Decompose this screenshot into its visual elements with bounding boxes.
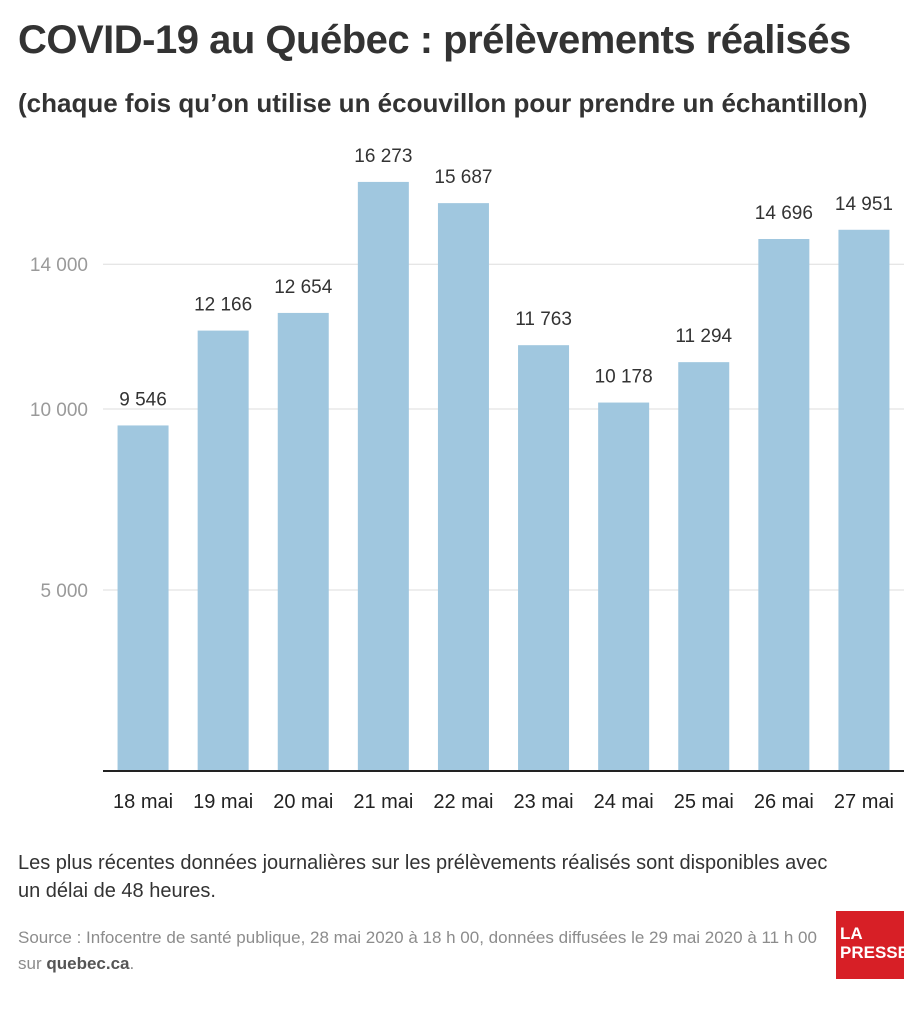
bar-value-label: 11 294 [675,326,732,347]
source-note: Source : Infocentre de santé publique, 2… [18,925,818,977]
value-labels: 9 546 12 166 12 654 16 273 15 687 11 763 10 17… [119,146,893,411]
bar-value-label: 9 546 [119,389,167,410]
source-end: . [129,954,135,973]
bar [838,229,890,771]
bars [117,181,890,771]
y-tick-label: 14 000 [30,255,88,276]
bar-value-label: 10 178 [595,367,653,388]
bar [598,402,650,771]
logo-line1: LA [840,924,863,943]
bar-value-label: 12 654 [274,277,333,298]
bar [357,181,409,771]
bar [678,362,730,771]
bar-value-label: 12 166 [194,295,252,316]
bar [197,330,249,771]
source-text: Source : Infocentre de santé publique, 2… [18,928,817,973]
y-tick-label: 10 000 [30,400,88,421]
bar-value-label: 14 696 [755,203,813,224]
bar-value-label: 15 687 [434,167,492,188]
x-tick-label: 22 mai [433,791,493,813]
y-axis-ticks: 5 000 10 000 14 000 [30,255,88,602]
x-tick-label: 21 mai [353,791,413,813]
bar-value-label: 11 763 [515,309,572,330]
la-presse-logo: LA PRESSE [836,911,909,979]
bar [437,203,489,771]
x-tick-label: 24 mai [594,791,654,813]
chart-subtitle: (chaque fois qu’on utilise un écouvillon… [18,88,868,118]
x-tick-label: 19 mai [193,791,253,813]
bar [518,345,570,771]
x-tick-label: 27 mai [834,791,894,813]
chart-title: COVID-19 au Québec : prélèvements réalis… [18,18,851,62]
bar [117,425,169,771]
x-tick-label: 26 mai [754,791,814,813]
bar-chart: 5 000 10 000 14 000 9 546 12 166 12 654 16 27… [30,146,904,813]
x-tick-label: 20 mai [273,791,333,813]
logo-line2: PRESSE [840,943,909,962]
x-tick-label: 25 mai [674,791,734,813]
x-tick-label: 18 mai [113,791,173,813]
bar-value-label: 16 273 [354,146,412,167]
x-tick-label: 23 mai [514,791,574,813]
x-axis-ticks: 18 mai 19 mai 20 mai 21 mai 22 mai 23 mai 24 m… [113,791,894,813]
footnote: Les plus récentes données journalières s… [18,852,828,902]
bar-value-label: 14 951 [835,194,893,215]
bar [758,239,810,771]
bar [277,312,329,771]
source-link[interactable]: quebec.ca [46,954,130,973]
y-tick-label: 5 000 [40,581,88,602]
